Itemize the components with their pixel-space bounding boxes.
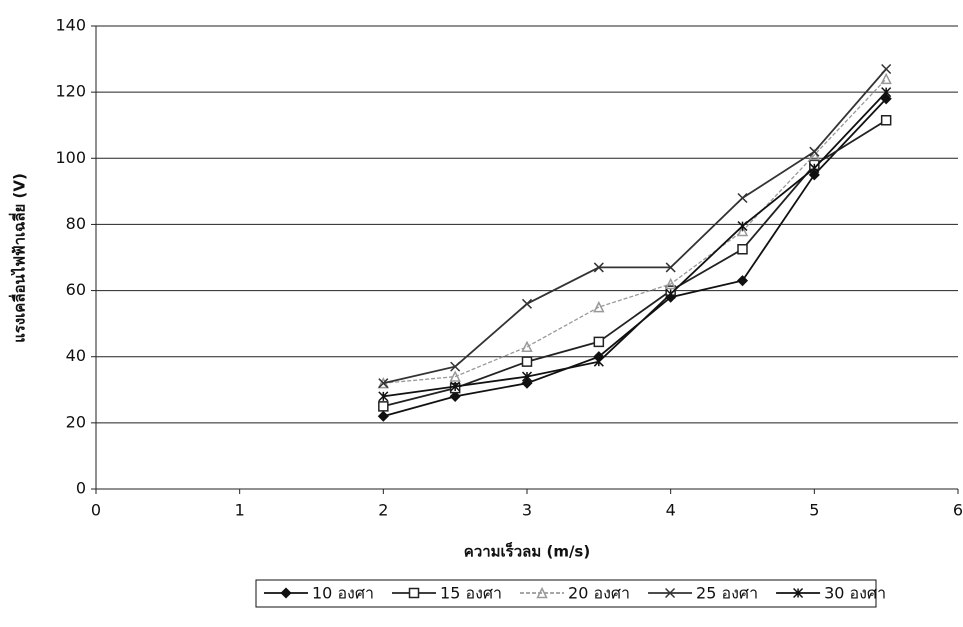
marker	[808, 169, 820, 181]
marker	[536, 586, 548, 599]
marker	[665, 288, 676, 299]
marker	[593, 300, 605, 313]
series-line	[383, 78, 887, 384]
y-tick-label: 40	[66, 346, 86, 365]
marker	[450, 381, 461, 392]
marker	[880, 115, 892, 126]
marker	[809, 146, 820, 157]
marker	[377, 410, 389, 422]
marker	[737, 243, 748, 255]
marker	[737, 221, 748, 232]
y-tick-label: 100	[55, 148, 86, 167]
legend-label: 30 องศา	[824, 584, 886, 603]
marker	[449, 370, 461, 382]
x-tick-label: 2	[378, 501, 388, 520]
x-tick-label: 4	[666, 501, 676, 520]
marker	[521, 371, 533, 382]
x-tick-label: 0	[91, 501, 101, 520]
y-axis-label: แรงเคลื่อนไฟฟ้าเฉลี่ย (V)	[9, 173, 29, 343]
marker	[521, 377, 533, 389]
marker	[793, 587, 804, 599]
x-tick-label: 6	[953, 501, 963, 520]
marker	[378, 401, 389, 412]
marker	[450, 361, 461, 372]
marker	[593, 262, 604, 273]
marker	[880, 72, 892, 85]
y-tick-label: 120	[55, 82, 86, 101]
marker	[449, 390, 461, 402]
series-line	[383, 91, 887, 398]
x-tick-label: 1	[235, 501, 245, 520]
marker	[809, 163, 820, 174]
marker	[665, 262, 676, 273]
legend-box	[255, 579, 877, 608]
legend-label: 10 องศา	[312, 584, 374, 603]
y-tick-label: 140	[55, 16, 86, 35]
x-tick-label: 5	[809, 501, 819, 520]
marker	[408, 587, 420, 599]
marker	[737, 192, 748, 204]
y-tick-label: 60	[66, 280, 86, 299]
marker	[880, 93, 892, 105]
marker	[521, 340, 533, 353]
marker	[521, 298, 533, 309]
marker	[280, 587, 292, 599]
y-tick-label: 20	[66, 412, 86, 431]
marker	[736, 275, 749, 287]
marker	[664, 277, 677, 290]
marker	[378, 378, 389, 389]
marker	[521, 356, 533, 367]
marker	[736, 224, 749, 237]
series-line	[383, 68, 887, 385]
x-axis-label: ความเร็วลม (m/s)	[464, 542, 590, 561]
marker	[881, 87, 892, 98]
marker	[378, 391, 389, 402]
legend-label: 20 องศา	[568, 584, 630, 603]
legend-label: 25 องศา	[696, 584, 758, 603]
y-tick-label: 80	[66, 214, 86, 233]
marker	[665, 587, 676, 599]
marker	[593, 336, 605, 348]
legend: 10 องศา 15 องศา 20 องศา 25 องศา 30 องศา	[255, 579, 886, 608]
marker	[593, 356, 604, 367]
marker	[881, 63, 892, 75]
x-tick-label: 3	[522, 501, 532, 520]
series-line	[383, 98, 887, 418]
legend-label: 15 องศา	[440, 584, 502, 603]
y-tick-label: 0	[76, 479, 86, 498]
